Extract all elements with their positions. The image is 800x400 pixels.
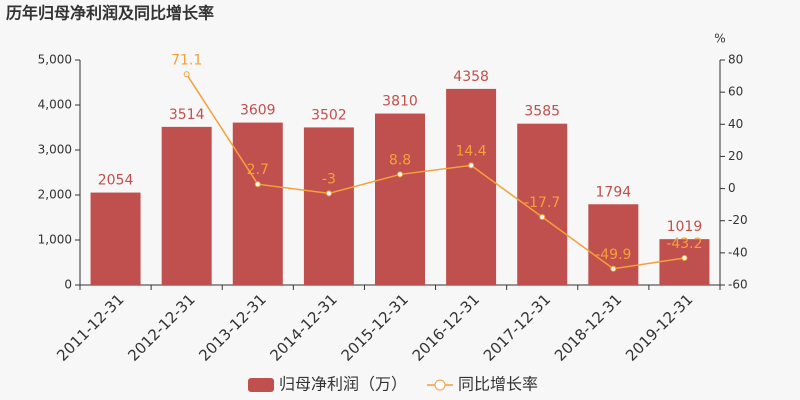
- y2-tick-label: 80: [728, 53, 743, 67]
- line-value-label: -3: [322, 171, 336, 187]
- bar-value-label: 1019: [667, 219, 703, 235]
- legend-label: 同比增长率: [458, 375, 538, 394]
- line-value-label: 14.4: [456, 143, 487, 159]
- bar: [375, 113, 425, 285]
- bar: [446, 88, 497, 285]
- bar: [90, 192, 141, 285]
- y-tick-label: 2,000: [38, 188, 72, 202]
- bar: [161, 126, 212, 286]
- y2-tick-label: -40: [728, 245, 748, 259]
- line-value-label: -49.9: [595, 247, 631, 263]
- bar-value-label: 3810: [382, 94, 418, 110]
- bar: [588, 204, 639, 285]
- line-point: [397, 171, 403, 178]
- legend-label: 归母净利润（万）: [279, 375, 407, 394]
- line-point: [468, 162, 475, 169]
- y2-tick-label: -60: [728, 278, 748, 292]
- bar: [232, 122, 283, 285]
- line-point: [610, 265, 617, 272]
- legend-swatch: [248, 378, 274, 392]
- line-point: [681, 255, 688, 261]
- line-value-label: 71.1: [171, 52, 202, 68]
- y-tick-label: 0: [64, 278, 72, 292]
- line-value-label: -17.7: [524, 195, 560, 211]
- line-point: [183, 71, 190, 78]
- y-tick-label: 4,000: [38, 98, 72, 112]
- chart-title: 历年归母净利润及同比增长率: [6, 4, 214, 23]
- bar-value-label: 4358: [453, 69, 489, 85]
- y-tick-label: 1,000: [38, 233, 72, 247]
- y2-tick-label: 20: [728, 149, 743, 163]
- line-value-label: 8.8: [389, 152, 411, 168]
- bar: [659, 239, 710, 285]
- legend-swatch: [434, 379, 446, 391]
- bar: [303, 127, 354, 285]
- line-value-label: -43.2: [666, 236, 702, 252]
- y-tick-label: 3,000: [38, 143, 72, 157]
- y-tick-label: 5,000: [38, 53, 72, 67]
- bar-value-label: 1794: [596, 184, 632, 200]
- bar-value-label: 2054: [98, 173, 134, 189]
- line-point: [539, 214, 546, 221]
- bar-value-label: 3609: [240, 103, 276, 119]
- bar-value-label: 3514: [169, 107, 205, 123]
- line-value-label: 2.7: [247, 162, 269, 178]
- y2-axis-label: %: [714, 32, 725, 46]
- y2-tick-label: -20: [728, 213, 748, 227]
- line-point: [325, 190, 332, 197]
- y2-tick-label: 0: [728, 181, 736, 195]
- line: [186, 73, 685, 270]
- line-point: [254, 181, 261, 188]
- bar-value-label: 3502: [311, 107, 347, 123]
- bar-value-label: 3585: [524, 104, 560, 120]
- y2-tick-label: 60: [728, 85, 743, 99]
- y2-tick-label: 40: [728, 117, 743, 131]
